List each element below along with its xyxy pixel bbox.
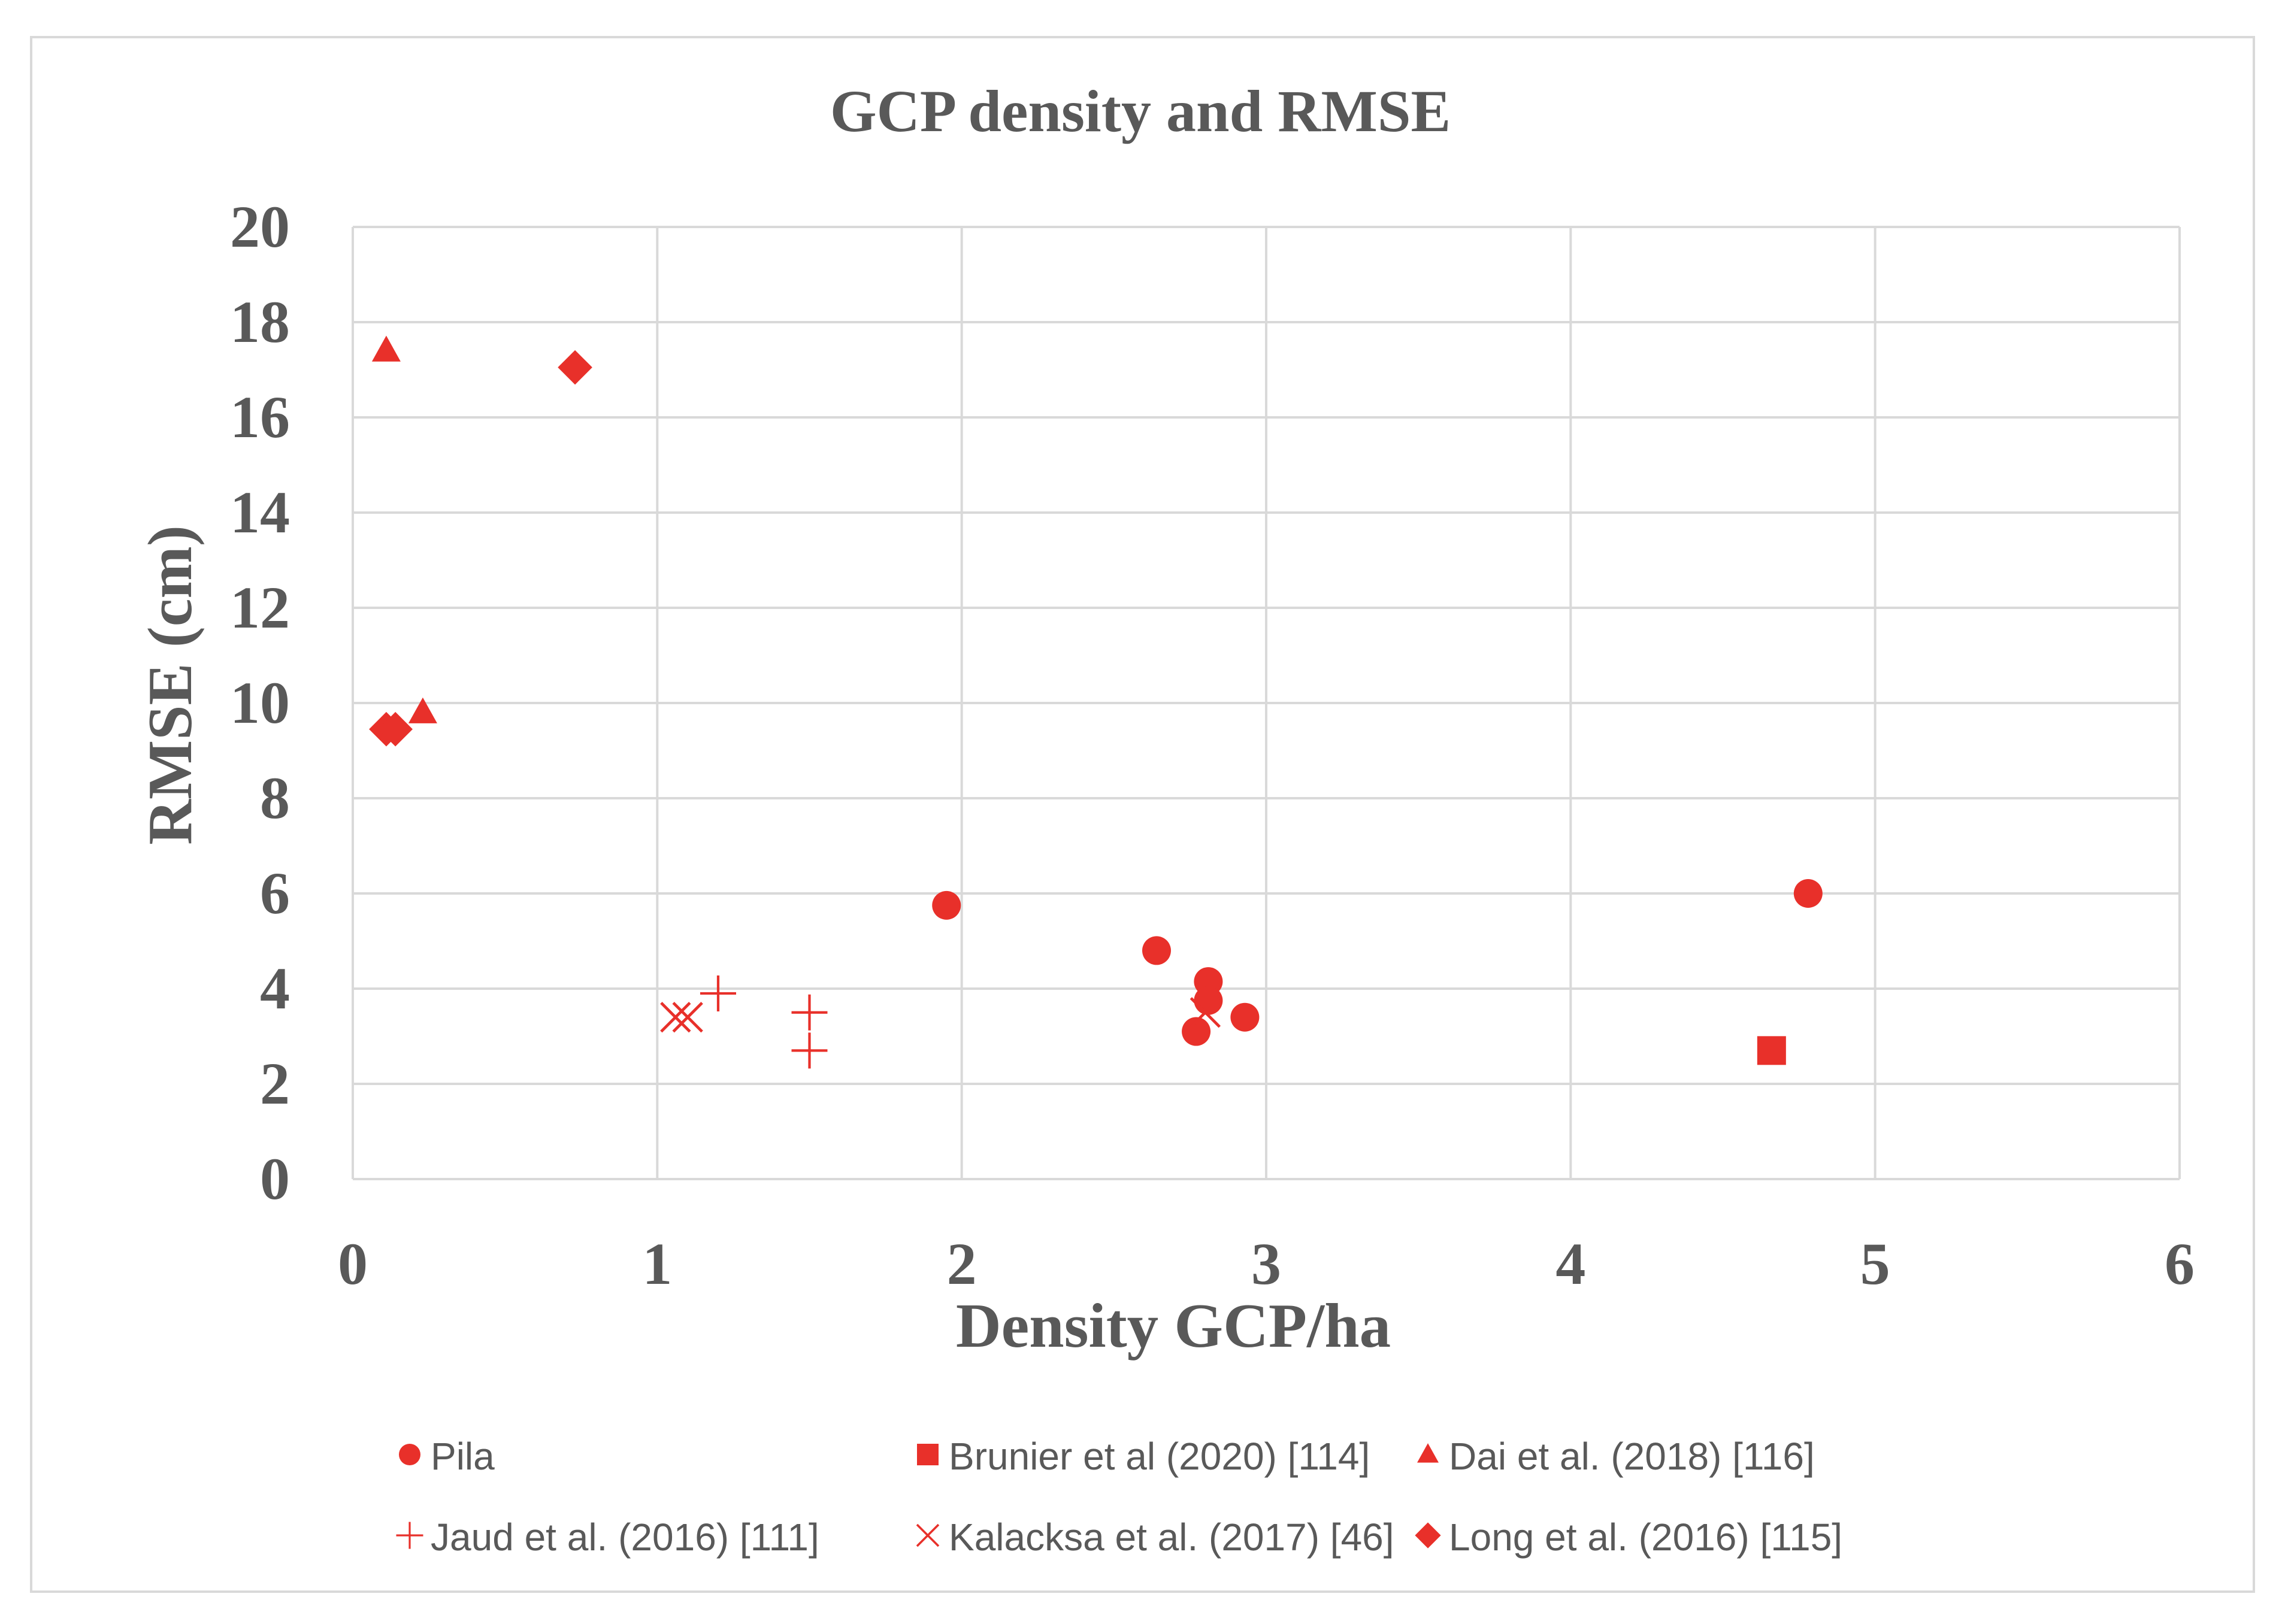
legend-item: Dai et al. (2018) [116] <box>1417 1435 1815 1478</box>
series-square <box>1757 1036 1786 1065</box>
data-point-triangle <box>371 335 401 362</box>
data-point-x <box>672 1002 703 1033</box>
data-point-circle <box>1793 879 1823 908</box>
data-point-triangle <box>408 697 437 723</box>
data-point-diamond <box>378 711 413 747</box>
legend-label: Jaud et al. (2016) [111] <box>431 1516 819 1559</box>
chart-frame: GCP density and RMSE 0 2 4 6 8 10 12 14 16 18 20 0 1… <box>30 36 2255 1593</box>
x-tick-label: 4 <box>1555 1231 1585 1297</box>
x-tick-label: 5 <box>1860 1231 1890 1297</box>
legend-item: Long et al. (2016) [115] <box>1415 1516 1842 1559</box>
x-tick-label: 2 <box>947 1231 977 1297</box>
legend-marker-square <box>917 1444 939 1465</box>
data-point-circle <box>1182 1017 1211 1046</box>
legend-marker-circle <box>399 1444 420 1465</box>
data-point-circle <box>932 890 961 920</box>
y-tick-label: 12 <box>230 574 290 641</box>
y-tick-label: 0 <box>260 1146 290 1212</box>
data-point-x <box>1190 997 1221 1028</box>
series-diamond <box>369 350 592 747</box>
y-tick-label: 16 <box>230 384 290 450</box>
x-tick-label: 6 <box>2165 1231 2195 1297</box>
legend-label: Pila <box>431 1435 495 1478</box>
x-tick-label: 3 <box>1251 1231 1281 1297</box>
y-tick-label: 20 <box>230 193 290 260</box>
legend-item: Pila <box>399 1435 495 1478</box>
legend-marker-diamond <box>1415 1522 1441 1549</box>
legend-item: Brunier et al (2020) [114] <box>917 1435 1370 1478</box>
y-tick-label: 6 <box>260 860 290 926</box>
y-tick-label: 10 <box>230 669 290 736</box>
x-tick-label: 1 <box>642 1231 672 1297</box>
x-axis-label: Density GCP/ha <box>956 1290 1391 1361</box>
data-point-plus <box>791 1032 828 1069</box>
legend-marker-x <box>916 1523 940 1547</box>
x-tick-label: 0 <box>338 1231 368 1297</box>
legend-label: Kalacksa et al. (2017) [46] <box>949 1516 1394 1559</box>
chart-title: GCP density and RMSE <box>830 78 1451 144</box>
data-point-circle <box>1230 1002 1260 1032</box>
y-tick-label: 4 <box>260 955 290 1022</box>
data-point-plus <box>791 994 828 1031</box>
legend-label: Dai et al. (2018) [116] <box>1449 1435 1815 1478</box>
series-plus <box>700 975 828 1069</box>
series-circle <box>932 879 1823 1046</box>
data-point-square <box>1757 1036 1786 1065</box>
y-tick-label: 14 <box>230 479 290 546</box>
data-point-plus <box>700 975 736 1011</box>
data-point-diamond <box>558 350 592 385</box>
y-axis-label: RMSE (cm) <box>135 525 205 845</box>
legend-marker-triangle <box>1417 1443 1439 1463</box>
y-tick-label: 2 <box>260 1050 290 1117</box>
series-x <box>660 997 1221 1033</box>
legend-item: Kalacksa et al. (2017) [46] <box>916 1516 1394 1559</box>
legend-marker-plus <box>396 1522 423 1549</box>
y-tick-label: 8 <box>260 765 290 831</box>
legend-item: Jaud et al. (2016) [111] <box>396 1516 819 1559</box>
series-triangle <box>371 335 437 723</box>
data-point-circle <box>1142 936 1171 965</box>
legend-label: Brunier et al (2020) [114] <box>949 1435 1370 1478</box>
y-tick-label: 18 <box>230 289 290 355</box>
legend-label: Long et al. (2016) [115] <box>1449 1516 1842 1559</box>
data-point-x <box>660 1002 691 1033</box>
